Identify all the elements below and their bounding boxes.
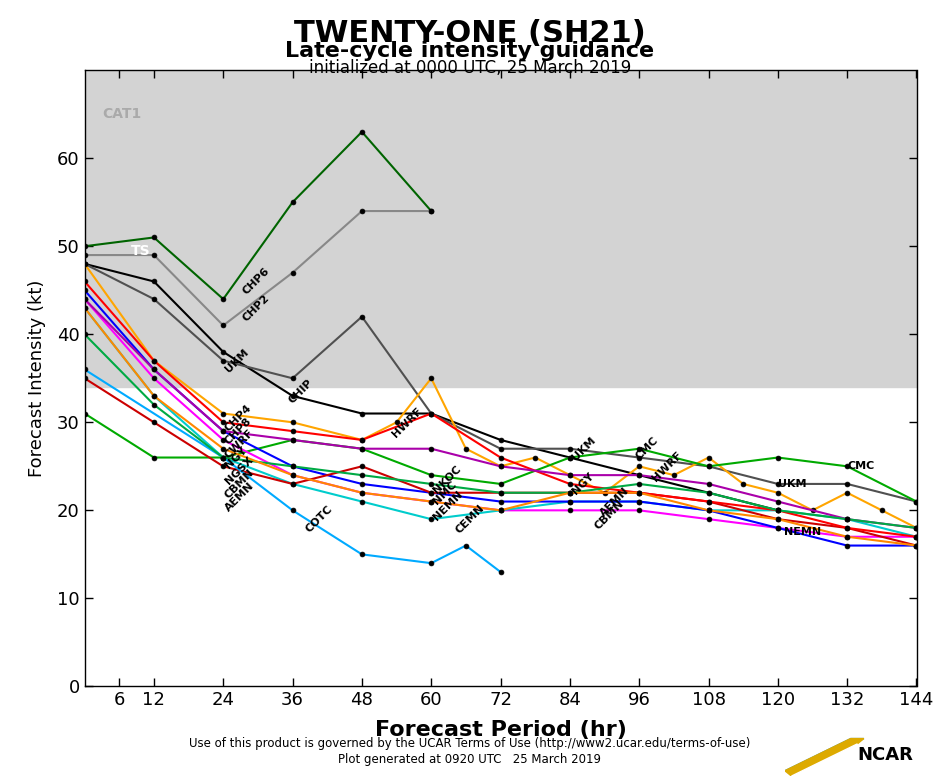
Text: AEMN: AEMN — [599, 485, 632, 518]
Text: NEMN: NEMN — [784, 527, 821, 537]
Text: CHP2: CHP2 — [241, 292, 271, 323]
Text: TWENTY-ONE (SH21): TWENTY-ONE (SH21) — [294, 20, 646, 48]
Text: UKM: UKM — [223, 347, 250, 374]
Text: HWRF: HWRF — [650, 449, 684, 483]
Text: HWRF: HWRF — [391, 406, 424, 439]
Polygon shape — [791, 744, 857, 776]
Text: CBMN: CBMN — [223, 467, 257, 501]
Polygon shape — [785, 739, 864, 776]
Text: CWRF: CWRF — [223, 428, 256, 461]
Text: TS: TS — [131, 243, 150, 257]
Bar — [85, 0, 916, 387]
Text: CHP6: CHP6 — [241, 266, 272, 297]
Text: CHIP: CHIP — [287, 378, 315, 406]
Text: CAT1: CAT1 — [102, 107, 141, 121]
Text: NGY: NGY — [570, 471, 595, 497]
Text: CMC: CMC — [847, 461, 874, 471]
X-axis label: Forecast Period (hr): Forecast Period (hr) — [375, 721, 626, 740]
Text: Plot generated at 0920 UTC   25 March 2019: Plot generated at 0920 UTC 25 March 2019 — [338, 753, 602, 766]
Polygon shape — [785, 739, 864, 771]
Text: NGY: NGY — [223, 445, 249, 470]
Text: Late-cycle intensity guidance: Late-cycle intensity guidance — [286, 41, 654, 61]
Y-axis label: Forecast Intensity (kt): Forecast Intensity (kt) — [28, 279, 46, 477]
Text: Use of this product is governed by the UCAR Terms of Use (http://www2.ucar.edu/t: Use of this product is governed by the U… — [189, 737, 751, 750]
Text: CMC: CMC — [634, 435, 660, 462]
Text: NMC: NMC — [431, 479, 459, 506]
Text: CHP8: CHP8 — [223, 416, 254, 446]
Text: UKM: UKM — [570, 435, 597, 463]
Text: AEMN: AEMN — [223, 480, 256, 513]
Text: CBMN: CBMN — [593, 498, 626, 531]
Text: CHP4: CHP4 — [223, 402, 254, 433]
Text: CEMN: CEMN — [454, 503, 487, 535]
Text: NCAR: NCAR — [857, 746, 913, 764]
Text: initialized at 0000 UTC, 25 March 2019: initialized at 0000 UTC, 25 March 2019 — [309, 59, 631, 77]
Text: NGSX: NGSX — [223, 455, 255, 487]
Text: UKM: UKM — [777, 479, 807, 489]
Text: NEMN: NEMN — [431, 489, 464, 523]
Text: NKOC: NKOC — [431, 464, 462, 495]
Text: COTC: COTC — [305, 504, 335, 534]
